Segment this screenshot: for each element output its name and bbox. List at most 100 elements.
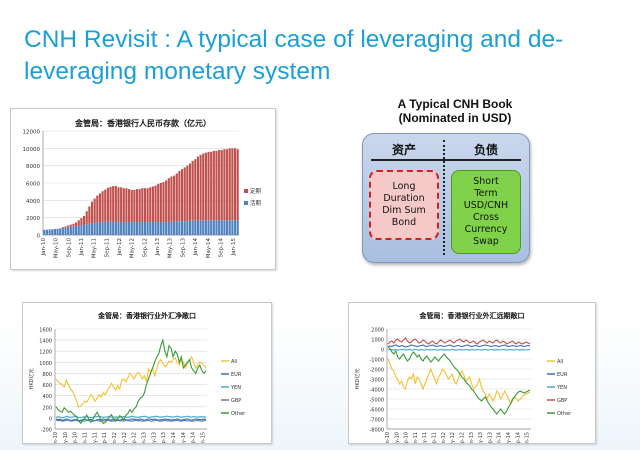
bar-segment-time (170, 176, 173, 222)
bar-segment-current (186, 221, 189, 235)
x-tick-label: Sep-12 (132, 432, 138, 443)
y-tick-label: 1200 (39, 350, 52, 356)
bar-segment-time (130, 189, 133, 222)
series-line (387, 348, 531, 351)
assets-box: Long Duration Dim Sum Bond (369, 170, 439, 240)
net-fx-chart: 金管局：香港银行业外汇净敞口 -200 0 200 400 600 800 1000 1200 1… (28, 311, 246, 443)
bar-segment-time (178, 170, 181, 222)
bar-segment-time (112, 186, 115, 222)
bar-segment-current (204, 220, 207, 235)
y-tick-label: -1000 (369, 358, 384, 364)
x-tick-label: May-11 (92, 432, 98, 443)
bar-segment-current (120, 222, 123, 235)
x-tick-label: Jan-12 (441, 432, 447, 443)
bar-segment-time (207, 151, 210, 221)
bar-segment-time (146, 188, 149, 222)
bar-segment-time (220, 150, 223, 221)
y-tick-label: 1000 (371, 338, 384, 344)
bar-segment-time (191, 160, 194, 221)
bar-segment-time (186, 165, 189, 222)
bar-segment-time (82, 215, 86, 225)
bar-segment-time (167, 178, 170, 222)
legend-label: EUR (557, 372, 568, 378)
bar-segment-time (233, 148, 237, 221)
x-tick-label: Sep-10 (73, 432, 79, 443)
legend-label: All (231, 359, 237, 365)
liabilities-line: USD/CNH (463, 200, 509, 211)
bar-segment-current (72, 226, 75, 235)
bar-segment-current (175, 221, 178, 235)
bar-segment-time (117, 187, 120, 222)
bar-segment-current (109, 221, 112, 235)
bar-segment-time (154, 185, 157, 222)
bar-segment-time (223, 149, 226, 221)
bar-segment-current (43, 229, 46, 235)
bar-segment-current (88, 223, 91, 235)
bar-segment-current (210, 220, 213, 235)
bar-segment-current (85, 224, 88, 235)
x-tick-label: May-10 (63, 432, 69, 443)
assets-line: Bond (391, 217, 417, 228)
bar-segment-time (226, 149, 229, 221)
x-tick-label: Sep-13 (180, 238, 186, 258)
bar-segment-current (212, 220, 215, 235)
x-tick-label: Jan-10 (385, 432, 391, 443)
bar-segment-current (199, 220, 202, 235)
bar-segment-time (125, 188, 128, 222)
y-tick-label: 2000 (26, 216, 40, 222)
x-tick-label: Sep-10 (404, 432, 410, 443)
bar-segment-current (61, 228, 64, 235)
series-line (387, 337, 531, 345)
y-tick-label: -8000 (369, 428, 384, 434)
bar-segment-current (75, 225, 78, 235)
bar-segment-current (135, 222, 139, 235)
x-tick-label: May-12 (122, 432, 128, 443)
bar-segment-time (228, 148, 231, 221)
x-tick-label: Jan-13 (141, 432, 147, 443)
bar-segment-current (157, 222, 160, 235)
bar-segment-time (196, 156, 200, 221)
chart-title: 金管局：香港银行人民币存款（亿元） (74, 118, 211, 128)
bar-segment-current (98, 222, 102, 235)
bar-segment-time (151, 186, 154, 222)
bar-segment-current (125, 222, 128, 235)
y-tick-label: 800 (42, 372, 52, 378)
bar-segment-current (236, 220, 239, 235)
legend-label: GBP (557, 398, 567, 404)
y-tick-label: 4000 (26, 199, 40, 205)
bar-segment-time (204, 152, 207, 221)
y-axis-label: HKD亿元 (28, 369, 35, 390)
bar-segment-current (101, 221, 104, 235)
bar-segment-time (210, 151, 213, 221)
series-line (55, 415, 207, 419)
bar-segment-current (141, 222, 144, 235)
bar-segment-current (90, 223, 94, 235)
x-tick-label: May-11 (422, 432, 428, 443)
bar-segment-time (199, 154, 202, 221)
bar-segment-current (133, 222, 136, 235)
series-line (387, 345, 531, 415)
x-tick-label: Jan-14 (171, 432, 177, 443)
bar-segment-current (114, 221, 117, 235)
x-tick-label: Jan-15 (200, 432, 206, 443)
bar-segment-current (165, 222, 168, 235)
forward-fx-chart-panel: 金管局：香港银行业外汇远期敞口 -8000 -7000 -6000 -5000 -4000… (348, 302, 596, 444)
y-tick-label: 6000 (26, 182, 40, 188)
legend-label: YEN (556, 385, 567, 391)
bar-segment-time (180, 169, 184, 222)
bar-segment-current (77, 225, 80, 235)
bar-segment-time (175, 173, 178, 222)
bar-segment-time (218, 150, 221, 221)
x-tick-label: Sep-11 (104, 238, 110, 257)
x-tick-label: Sep-11 (432, 432, 438, 443)
y-tick-label: -200 (41, 428, 52, 434)
legend-label: All (557, 359, 563, 365)
slide-title: CNH Revisit : A typical case of leveragi… (24, 26, 564, 85)
bar-segment-time (120, 187, 123, 222)
legend-swatch (244, 189, 248, 193)
series-line (55, 418, 207, 422)
y-axis-label: HKD亿元 (354, 369, 361, 390)
y-tick-label: 10000 (23, 147, 41, 153)
bar-segment-time (133, 189, 136, 222)
bar-segment-time (212, 150, 215, 221)
